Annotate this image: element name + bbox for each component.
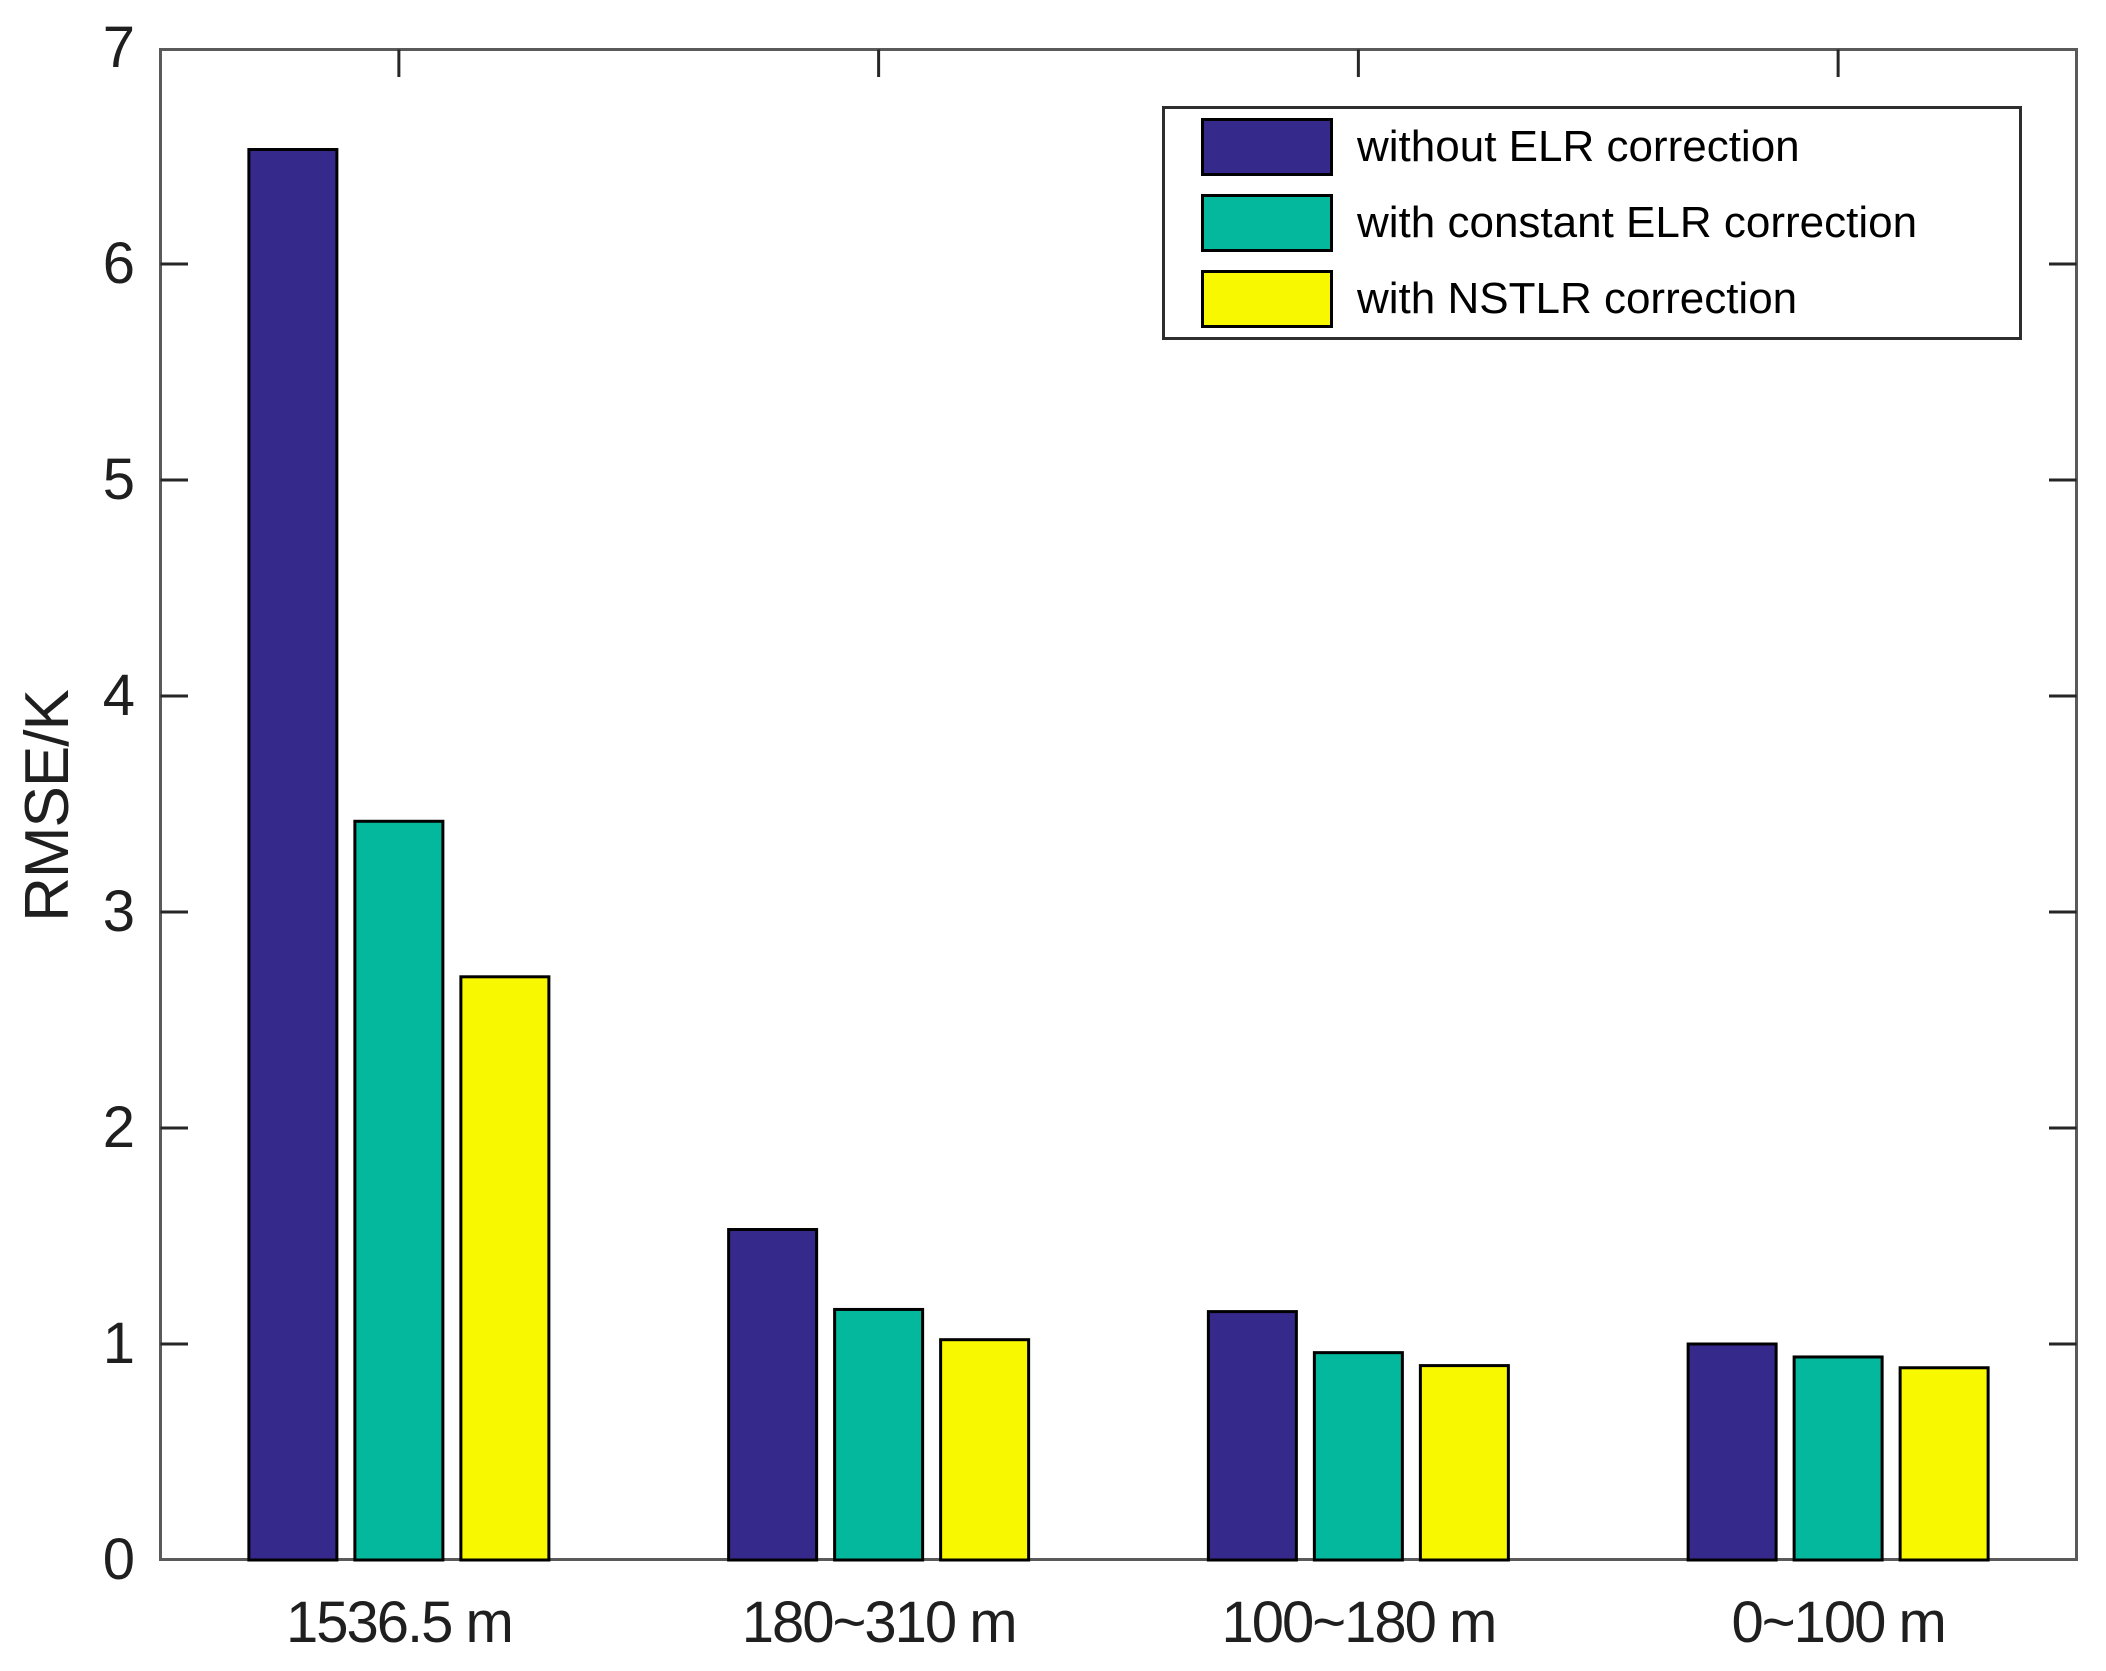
bar-series2-cat3 (1898, 1366, 1990, 1562)
y-tick-label-7: 7 (102, 15, 135, 80)
axis-frame (159, 48, 2078, 1561)
bar-series2-cat0 (459, 975, 551, 1562)
legend-item: without ELR correction (1165, 109, 2019, 185)
bar-series1-cat0 (353, 819, 445, 1562)
legend-swatch-without-elr (1201, 118, 1333, 176)
y-tick-label-0: 0 (102, 1527, 135, 1592)
bar-series0-cat2 (1206, 1310, 1298, 1562)
legend-label: with constant ELR correction (1357, 198, 1918, 247)
x-tick-label-2: 100~180 m (1221, 1590, 1497, 1655)
legend-label: without ELR correction (1357, 122, 1800, 171)
y-tick-label-5: 5 (102, 447, 135, 512)
legend-swatch-constant-elr (1201, 194, 1333, 252)
legend-item: with NSTLR correction (1165, 261, 2019, 337)
x-tick-label-1: 180~310 m (741, 1590, 1018, 1655)
legend-label: with NSTLR correction (1357, 274, 1798, 323)
y-tick-label-2: 2 (102, 1095, 135, 1160)
bar-series0-cat3 (1686, 1342, 1778, 1562)
legend-swatch-nstlr (1201, 270, 1333, 328)
bar-series2-cat1 (939, 1338, 1031, 1562)
x-tick-label-3: 0~100 m (1731, 1590, 1946, 1655)
bar-series1-cat3 (1792, 1355, 1884, 1562)
y-tick-label-4: 4 (102, 663, 135, 728)
bar-series1-cat1 (833, 1307, 925, 1562)
bar-series2-cat2 (1418, 1364, 1510, 1562)
y-tick-label-3: 3 (102, 879, 135, 944)
legend: without ELR correction with constant ELR… (1162, 106, 2022, 340)
x-tick-label-0: 1536.5 m (285, 1590, 514, 1655)
bar-series0-cat0 (247, 148, 339, 1562)
y-tick-label-1: 1 (102, 1311, 135, 1376)
bar-series0-cat1 (727, 1228, 819, 1562)
legend-item: with constant ELR correction (1165, 185, 2019, 261)
bar-series1-cat2 (1312, 1351, 1404, 1562)
y-tick-label-6: 6 (102, 231, 135, 296)
